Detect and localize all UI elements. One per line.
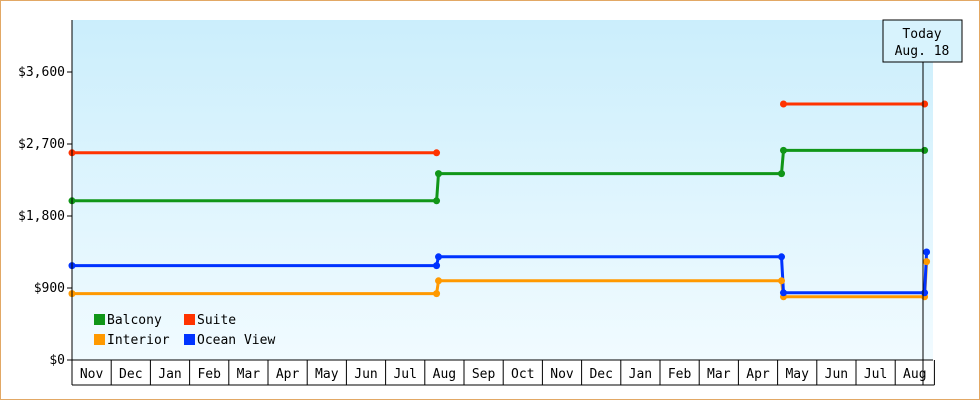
month-label: Feb (668, 367, 692, 382)
month-label: Dec (589, 367, 612, 382)
data-point[interactable] (921, 100, 929, 108)
data-point[interactable] (921, 146, 929, 154)
month-label: Apr (276, 367, 300, 382)
legend-label: Balcony (107, 313, 162, 328)
month-label: Feb (197, 367, 221, 382)
data-point[interactable] (779, 146, 787, 154)
legend-label: Suite (197, 313, 236, 328)
legend-swatch (184, 314, 195, 325)
month-label: Jan (629, 367, 652, 382)
today-label: Today (902, 27, 941, 42)
month-label: Dec (119, 367, 142, 382)
month-label: May (315, 367, 339, 382)
month-label: Sep (472, 367, 496, 382)
month-label: Apr (746, 367, 770, 382)
data-point[interactable] (435, 253, 443, 261)
legend-swatch (184, 334, 195, 345)
month-label: Mar (707, 367, 731, 382)
month-label: Mar (237, 367, 261, 382)
data-point[interactable] (435, 277, 443, 285)
month-label: Aug (903, 367, 926, 382)
legend-swatch (94, 314, 105, 325)
data-point[interactable] (778, 277, 786, 285)
month-label: May (785, 367, 809, 382)
month-label: Nov (80, 367, 104, 382)
today-box (882, 19, 963, 63)
data-point[interactable] (923, 248, 931, 256)
month-label: Oct (511, 367, 534, 382)
series-line (72, 148, 925, 203)
data-point[interactable] (778, 170, 786, 178)
month-label: Jun (825, 367, 848, 382)
data-point[interactable] (433, 149, 441, 157)
legend-label: Ocean View (197, 333, 275, 348)
legend-swatch (94, 334, 105, 345)
data-point[interactable] (779, 100, 787, 108)
data-point[interactable] (435, 170, 443, 178)
legend-label: Interior (107, 333, 170, 348)
month-label: Jul (393, 367, 416, 382)
y-tick-label: $2,700 (18, 137, 65, 152)
month-label: Aug (433, 367, 456, 382)
y-tick-label: $3,600 (18, 65, 65, 80)
plot-area (72, 20, 933, 360)
month-label: Jun (354, 367, 377, 382)
data-point[interactable] (433, 197, 441, 205)
y-tick-label: $900 (34, 281, 65, 296)
month-label: Nov (550, 367, 574, 382)
data-point[interactable] (921, 289, 929, 297)
month-label: Jan (158, 367, 181, 382)
month-label: Jul (864, 367, 887, 382)
y-tick-label: $1,800 (18, 209, 65, 224)
data-point[interactable] (779, 289, 787, 297)
data-point[interactable] (433, 290, 441, 298)
data-point[interactable] (778, 253, 786, 261)
data-point[interactable] (433, 262, 441, 270)
data-point[interactable] (923, 258, 931, 266)
today-date: Aug. 18 (895, 44, 950, 59)
y-tick-label: $0 (49, 353, 65, 368)
